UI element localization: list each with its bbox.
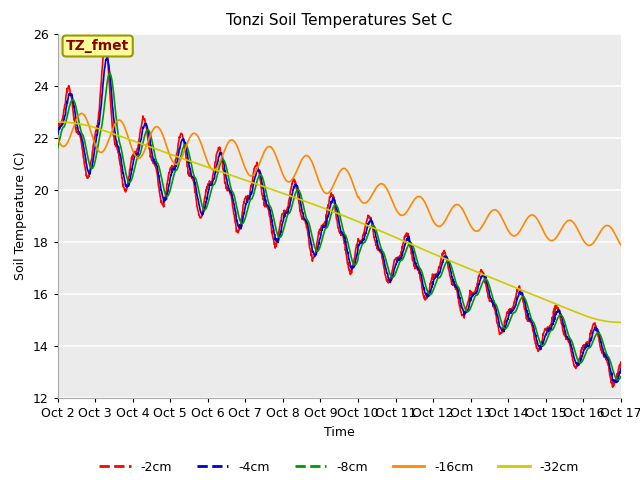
X-axis label: Time: Time — [324, 426, 355, 439]
Text: TZ_fmet: TZ_fmet — [66, 39, 129, 53]
Y-axis label: Soil Temperature (C): Soil Temperature (C) — [14, 152, 27, 280]
Title: Tonzi Soil Temperatures Set C: Tonzi Soil Temperatures Set C — [226, 13, 452, 28]
Legend: -2cm, -4cm, -8cm, -16cm, -32cm: -2cm, -4cm, -8cm, -16cm, -32cm — [94, 456, 584, 479]
